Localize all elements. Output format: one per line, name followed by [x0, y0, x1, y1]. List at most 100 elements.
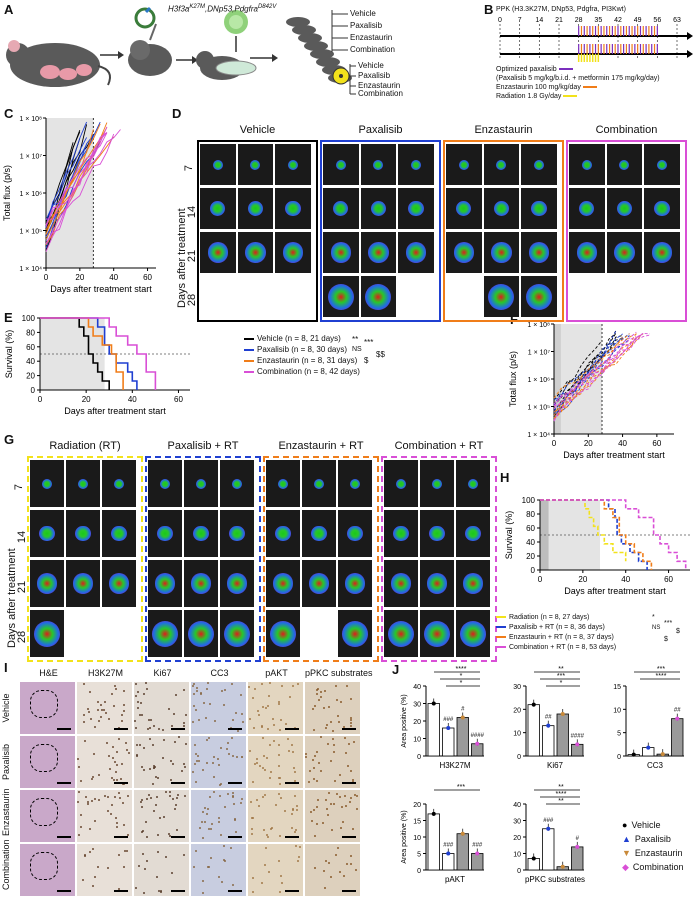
panel-g-row-label: 7 — [13, 483, 26, 491]
stained-nucleus — [298, 846, 301, 849]
bar-significance: # — [461, 707, 465, 713]
stained-nucleus — [271, 717, 274, 720]
flux-curve — [553, 336, 623, 416]
stained-nucleus — [122, 865, 125, 868]
stained-nucleus — [209, 795, 212, 798]
timeline-arrow-1 — [687, 50, 693, 58]
panel-h-stat: $ — [676, 628, 680, 635]
legend-label: Enzastaurin + RT (n = 8, 37 days) — [509, 634, 614, 641]
panel-e-legend-item: Vehicle (n = 8, 21 days) — [244, 334, 341, 343]
y-tick-label: 1 × 10⁵ — [19, 229, 42, 236]
stained-nucleus — [234, 712, 237, 715]
treatment-window — [46, 118, 94, 268]
stained-nucleus — [346, 863, 349, 866]
panel-d-mouse-image — [446, 232, 482, 273]
x-tick-label: 60 — [143, 273, 152, 282]
legend-swatch — [496, 616, 506, 619]
panel-e-stat: ** — [352, 335, 359, 344]
stained-nucleus — [258, 764, 261, 767]
stained-nucleus — [152, 724, 155, 727]
flux-curve — [553, 331, 637, 405]
stained-nucleus — [293, 794, 296, 797]
stained-nucleus — [286, 738, 289, 741]
timeline-legend-1: (Paxalisib 5 mg/kg/b.i.d. + metformin 17… — [496, 75, 660, 82]
panel-d-col-header: Vehicle — [239, 124, 276, 136]
stained-nucleus — [313, 754, 316, 757]
panel-g-bioluminescence-signal — [344, 573, 366, 594]
stained-nucleus — [223, 806, 226, 809]
panel-d-bioluminescence-signal — [285, 200, 301, 217]
panel-g-bioluminescence-signal — [270, 620, 296, 647]
panel-d-mouse-image — [446, 144, 482, 185]
bar-enzastaurin — [456, 717, 469, 757]
scale-bar — [57, 782, 71, 784]
data-point — [531, 702, 536, 707]
data-point — [460, 715, 465, 720]
stained-nucleus — [237, 729, 240, 732]
stained-nucleus — [319, 690, 322, 693]
stained-nucleus — [227, 793, 230, 796]
comparison-stat: *** — [657, 666, 665, 673]
stained-nucleus — [210, 822, 213, 825]
panel-label-e: E — [4, 310, 13, 325]
panel-label-h: H — [500, 470, 510, 485]
stained-nucleus — [333, 751, 336, 754]
stained-nucleus — [218, 763, 221, 766]
stained-nucleus — [267, 695, 270, 698]
panel-d-mouse-image — [521, 188, 557, 229]
stained-nucleus — [231, 884, 234, 887]
stained-nucleus — [81, 878, 84, 881]
stained-nucleus — [107, 717, 110, 720]
stained-nucleus — [121, 720, 124, 723]
panel-i-tissue-image — [305, 736, 360, 788]
stained-nucleus — [349, 721, 352, 724]
panel-d-mouse-image — [483, 232, 520, 273]
panel-g-bioluminescence-signal — [188, 620, 214, 647]
panel-g-mouse-image — [456, 460, 490, 507]
legend-swatch — [496, 636, 506, 639]
stained-nucleus — [182, 688, 185, 691]
panel-d-mouse-image — [360, 188, 397, 229]
panel-i-row-label: Paxalisib — [1, 743, 11, 781]
stained-nucleus — [140, 799, 143, 802]
bar-x-axis-label: pAKT — [445, 875, 465, 884]
stained-nucleus — [193, 692, 196, 695]
panel-g-bioluminescence-signal — [275, 525, 291, 542]
stained-nucleus — [97, 700, 100, 703]
stained-nucleus — [280, 875, 283, 878]
stained-nucleus — [241, 755, 244, 758]
panel-g-bioluminescence-signal — [342, 620, 368, 647]
x-axis-label: Days after treatment start — [64, 406, 166, 416]
survival-curve-radiation — [540, 499, 627, 562]
panel-d-bioluminescence-signal — [456, 200, 472, 217]
panel-d-mouse-image — [275, 232, 311, 273]
scale-bar — [285, 890, 299, 892]
panel-d-mouse-image — [483, 188, 520, 229]
panel-g-mouse-image — [338, 560, 372, 607]
arm-rt-0: Vehicle — [358, 61, 384, 70]
bar-y-tick-label: 0 — [517, 754, 521, 761]
panel-i-tissue-image — [191, 844, 246, 896]
panel-d-mouse-image — [323, 188, 359, 229]
stained-nucleus — [86, 801, 89, 804]
panel-g-bioluminescence-signal — [460, 620, 486, 647]
x-tick-label: 20 — [75, 273, 84, 282]
panel-h-stat: NS — [652, 625, 661, 631]
panel-i-tissue-image — [248, 682, 303, 734]
panel-a-schematic — [6, 6, 356, 95]
stained-nucleus — [192, 866, 195, 869]
panel-g-group-frame — [263, 456, 379, 662]
panel-d-mouse-image — [606, 144, 643, 185]
data-point — [431, 811, 436, 816]
tumor-outline — [30, 852, 58, 880]
stained-nucleus — [236, 755, 239, 758]
stained-nucleus — [205, 813, 208, 816]
panel-g-mouse-image — [266, 460, 300, 507]
scale-bar — [342, 890, 356, 892]
stained-nucleus — [293, 770, 296, 773]
flux-curve — [553, 330, 617, 412]
panel-d-mouse-image — [200, 188, 236, 229]
flux-curve — [45, 132, 108, 225]
stained-nucleus — [82, 682, 85, 685]
